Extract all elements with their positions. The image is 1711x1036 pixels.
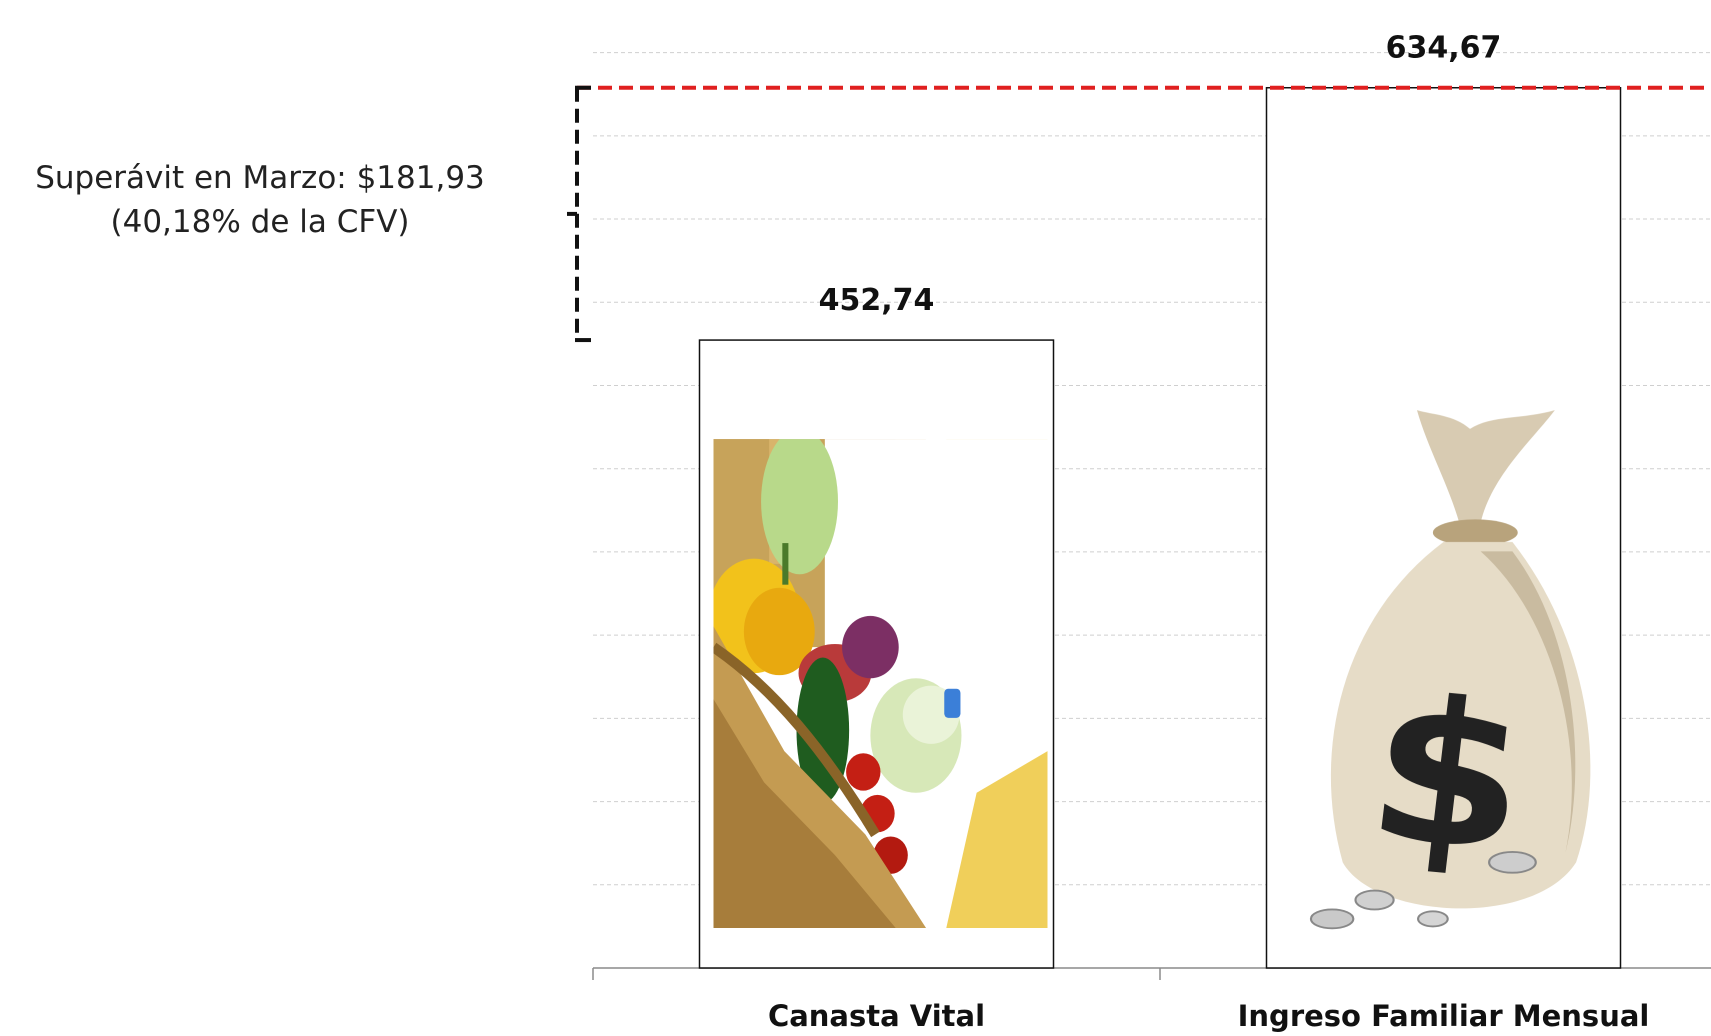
data-label: 452,74 xyxy=(819,283,935,318)
surplus-annotation-line2: (40,18% de la CFV) xyxy=(110,204,410,240)
money-bag-image xyxy=(1268,89,1619,967)
surplus-annotation-line1: Superávit en Marzo: $181,93 xyxy=(35,160,485,196)
data-label: 634,67 xyxy=(1386,31,1502,66)
food-basket-image xyxy=(713,439,1048,928)
category-label: Canasta Vital xyxy=(768,999,985,1033)
category-label: Ingreso Familiar Mensual xyxy=(1238,999,1650,1033)
